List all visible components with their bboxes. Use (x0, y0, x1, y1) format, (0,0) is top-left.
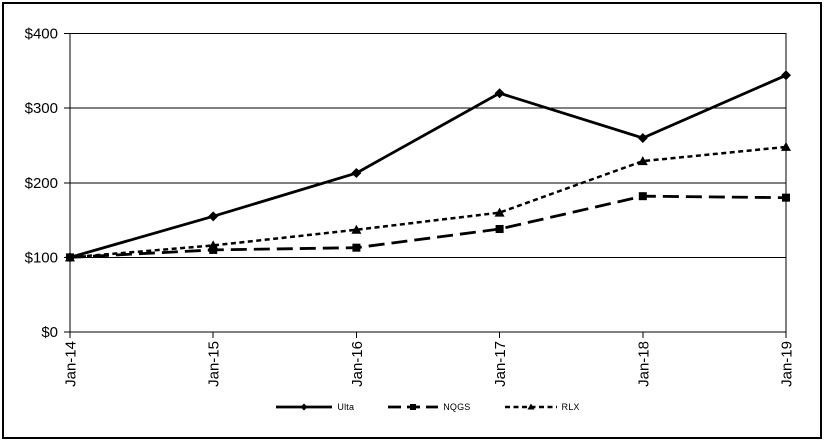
chart-legend: Ulta NQGS RLX (70, 401, 786, 413)
y-axis-label: $400 (25, 26, 58, 43)
y-axis-label: $100 (25, 249, 58, 266)
y-axis-label: $300 (25, 100, 58, 117)
rlx-line-sample-icon (504, 403, 557, 410)
legend-label-nqgs: NQGS (443, 402, 471, 412)
x-axis-label: Jan-19 (779, 341, 796, 387)
triangle-marker-icon (527, 403, 534, 410)
diamond-marker (208, 211, 219, 222)
diamond-marker (781, 70, 791, 81)
diamond-marker (637, 132, 648, 143)
square-marker (209, 245, 218, 254)
square-marker (782, 193, 790, 202)
legend-item-ulta: Ulta (276, 401, 354, 413)
triangle-marker (781, 141, 791, 151)
legend-label-ulta: Ulta (337, 402, 355, 412)
nqgs-line (69, 194, 787, 259)
square-marker (352, 243, 361, 252)
square-marker (495, 225, 504, 234)
ulta-line-sample-icon (276, 403, 333, 411)
x-axis-label: Jan-18 (635, 341, 652, 387)
x-axis-label: Jan-16 (349, 341, 366, 387)
y-axis-label: $0 (41, 324, 58, 341)
square-marker-icon (410, 404, 417, 410)
legend-item-rlx: RLX (504, 401, 580, 413)
x-axis-label: Jan-14 (63, 341, 80, 387)
x-axis-label: Jan-15 (206, 341, 223, 387)
diamond-marker-icon (300, 403, 308, 411)
diamond-marker (351, 168, 362, 179)
triangle-marker (351, 224, 362, 234)
square-marker (638, 192, 647, 201)
square-marker (66, 253, 74, 262)
triangle-marker (637, 156, 648, 166)
legend-label-rlx: RLX (561, 402, 580, 412)
diamond-marker (494, 88, 505, 99)
x-axis-label: Jan-17 (492, 341, 509, 387)
ulta-line (69, 74, 787, 259)
y-axis-label: $200 (25, 175, 58, 192)
legend-item-nqgs: NQGS (388, 401, 470, 413)
rlx-line (69, 145, 787, 259)
nqgs-line-sample-icon (388, 404, 439, 410)
triangle-marker (494, 207, 505, 217)
